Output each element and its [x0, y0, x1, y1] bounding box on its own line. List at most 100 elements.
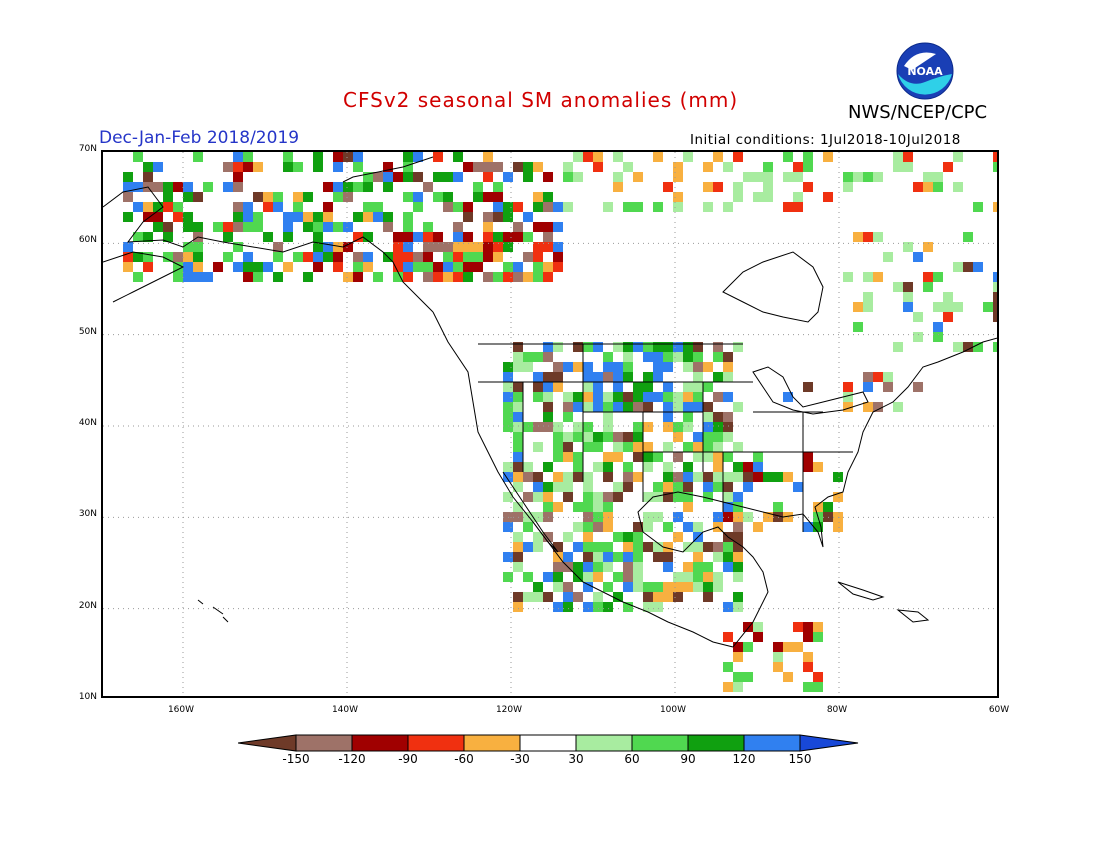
anomaly-cell — [253, 162, 263, 172]
anomaly-cell — [543, 482, 553, 492]
anomaly-cell — [563, 442, 573, 452]
anomaly-cell — [683, 362, 693, 372]
anomaly-cell — [573, 152, 583, 162]
anomaly-cell — [623, 572, 633, 582]
anomaly-cell — [563, 532, 573, 542]
anomaly-cell — [133, 272, 143, 282]
anomaly-cell — [693, 442, 703, 452]
anomaly-cell — [783, 672, 793, 682]
anomaly-cell — [593, 152, 603, 162]
anomaly-cell — [903, 162, 913, 172]
anomaly-cell — [333, 262, 343, 272]
anomaly-cell — [673, 162, 683, 172]
anomaly-cell — [653, 372, 663, 382]
anomaly-cell — [613, 362, 623, 372]
anomaly-cell — [493, 192, 503, 202]
anomaly-cell — [513, 472, 523, 482]
anomaly-cell — [453, 272, 463, 282]
anomaly-cell — [163, 192, 173, 202]
anomaly-cell — [483, 272, 493, 282]
anomaly-cell — [173, 272, 183, 282]
anomaly-cell — [533, 192, 543, 202]
anomaly-cell — [803, 522, 813, 532]
anomaly-cell — [933, 272, 943, 282]
anomaly-cell — [163, 202, 173, 212]
anomaly-cell — [423, 232, 433, 242]
anomaly-cell — [423, 242, 433, 252]
anomaly-cell — [503, 232, 513, 242]
anomaly-cell — [443, 262, 453, 272]
anomaly-cell — [553, 252, 563, 262]
anomaly-cell — [713, 472, 723, 482]
anomaly-cell — [603, 492, 613, 502]
anomaly-cell — [583, 572, 593, 582]
anomaly-cell — [583, 582, 593, 592]
anomaly-cell — [543, 392, 553, 402]
anomaly-cell — [243, 212, 253, 222]
anomaly-cell — [623, 552, 633, 562]
anomaly-cell — [513, 462, 523, 472]
anomaly-cell — [643, 422, 653, 432]
anomaly-cell — [523, 542, 533, 552]
anomaly-cell — [393, 272, 403, 282]
anomaly-cell — [173, 252, 183, 262]
anomaly-cell — [583, 522, 593, 532]
anomaly-cell — [653, 152, 663, 162]
anomaly-cell — [153, 222, 163, 232]
anomaly-cell — [923, 242, 933, 252]
anomaly-cell — [513, 452, 523, 462]
anomaly-cell — [683, 342, 693, 352]
anomaly-cell — [633, 562, 643, 572]
anomaly-cell — [563, 362, 573, 372]
anomaly-cell — [403, 222, 413, 232]
anomaly-cell — [813, 672, 823, 682]
anomaly-cell — [413, 232, 423, 242]
anomaly-cell — [263, 202, 273, 212]
anomaly-cell — [573, 362, 583, 372]
anomaly-cell — [973, 262, 983, 272]
anomaly-cell — [513, 542, 523, 552]
anomaly-cell — [143, 262, 153, 272]
anomaly-cell — [563, 602, 573, 612]
anomaly-cell — [243, 162, 253, 172]
anomaly-cell — [503, 572, 513, 582]
lon-label: 160W — [167, 705, 195, 715]
anomaly-cell — [413, 172, 423, 182]
anomaly-cell — [553, 342, 563, 352]
legend-label: 30 — [568, 752, 584, 766]
anomaly-cell — [623, 352, 633, 362]
anomaly-cell — [543, 202, 553, 212]
anomaly-cell — [293, 212, 303, 222]
anomaly-cell — [553, 362, 563, 372]
anomaly-cell — [243, 152, 253, 162]
anomaly-cell — [323, 252, 333, 262]
anomaly-cell — [543, 232, 553, 242]
anomaly-cell — [923, 272, 933, 282]
anomaly-cell — [433, 262, 443, 272]
anomaly-cell — [473, 162, 483, 172]
anomaly-cell — [603, 552, 613, 562]
anomaly-cell — [343, 222, 353, 232]
anomaly-cell — [243, 272, 253, 282]
anomaly-cell — [593, 552, 603, 562]
anomaly-cell — [313, 232, 323, 242]
anomaly-cell — [683, 152, 693, 162]
lat-label: 30N — [78, 509, 97, 520]
anomaly-cell — [163, 252, 173, 262]
anomaly-cell — [623, 372, 633, 382]
anomaly-cell — [513, 432, 523, 442]
anomaly-cell — [593, 382, 603, 392]
anomaly-cell — [593, 562, 603, 572]
anomaly-cell — [533, 272, 543, 282]
anomaly-cell — [663, 402, 673, 412]
anomaly-cell — [863, 302, 873, 312]
anomaly-cell — [903, 152, 913, 162]
anomaly-cell — [413, 202, 423, 212]
anomaly-cell — [573, 392, 583, 402]
anomaly-cell — [523, 272, 533, 282]
anomaly-cell — [303, 192, 313, 202]
anomaly-cell — [543, 222, 553, 232]
anomaly-cell — [643, 542, 653, 552]
anomaly-cell — [573, 562, 583, 572]
anomaly-cell — [543, 412, 553, 422]
